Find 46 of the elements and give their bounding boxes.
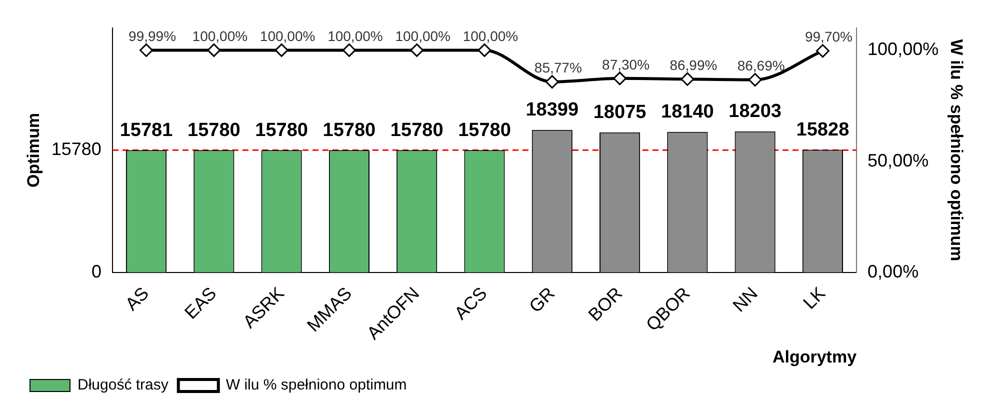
point — [613, 72, 627, 86]
x-tick-label: GR — [525, 283, 558, 316]
point — [140, 43, 154, 57]
data-label: 18399 — [526, 100, 579, 121]
data-label: 15780 — [255, 120, 308, 141]
data-label: 15780 — [390, 120, 444, 141]
data-label: 100,00% — [260, 28, 316, 44]
data-label: 15828 — [796, 120, 850, 141]
data-label: 99,70% — [804, 28, 852, 45]
data-label: 100,00% — [462, 28, 518, 44]
y2-axis-title: W ilu % spełniono optimum — [947, 39, 966, 262]
y2-tick-label: 100,00% — [868, 39, 939, 60]
data-label: 86,99% — [670, 56, 718, 73]
point — [342, 43, 356, 57]
data-label: 85,77% — [534, 60, 582, 76]
point — [274, 43, 288, 57]
point — [680, 72, 694, 86]
point — [545, 75, 559, 89]
x-tick-label: NN — [728, 283, 762, 316]
y-axis-title: Optimum — [24, 112, 43, 188]
legend-label: W ilu % spełniono optimum — [226, 376, 407, 394]
data-label: 18203 — [728, 101, 782, 122]
data-label: 18140 — [661, 102, 714, 123]
data-label: 18075 — [593, 102, 647, 124]
data-label: 100,00% — [328, 28, 383, 44]
point — [207, 43, 221, 57]
point — [816, 44, 830, 58]
y2-tick-label: 0,00% — [868, 261, 919, 282]
data-label: 100,00% — [192, 28, 248, 44]
data-label: 15780 — [458, 120, 511, 141]
data-label: 15781 — [120, 120, 174, 141]
x-tick-label: AS — [121, 283, 153, 314]
data-label: 99,99% — [128, 28, 176, 44]
y-tick-label: 0 — [91, 261, 102, 282]
point — [410, 43, 424, 57]
legend-label: Długość trasy — [78, 376, 169, 394]
data-label: 100,00% — [395, 28, 450, 44]
y2-tick-label: 50,00% — [868, 150, 929, 170]
x-axis-title: Algorytmy — [772, 347, 858, 366]
point — [478, 43, 492, 57]
data-label: 86,69% — [737, 58, 785, 74]
x-tick-label: LK — [799, 283, 830, 313]
point — [748, 73, 762, 87]
data-label: 15780 — [322, 120, 376, 141]
data-label: 15780 — [188, 120, 240, 141]
data-label: 87,30% — [602, 56, 650, 72]
